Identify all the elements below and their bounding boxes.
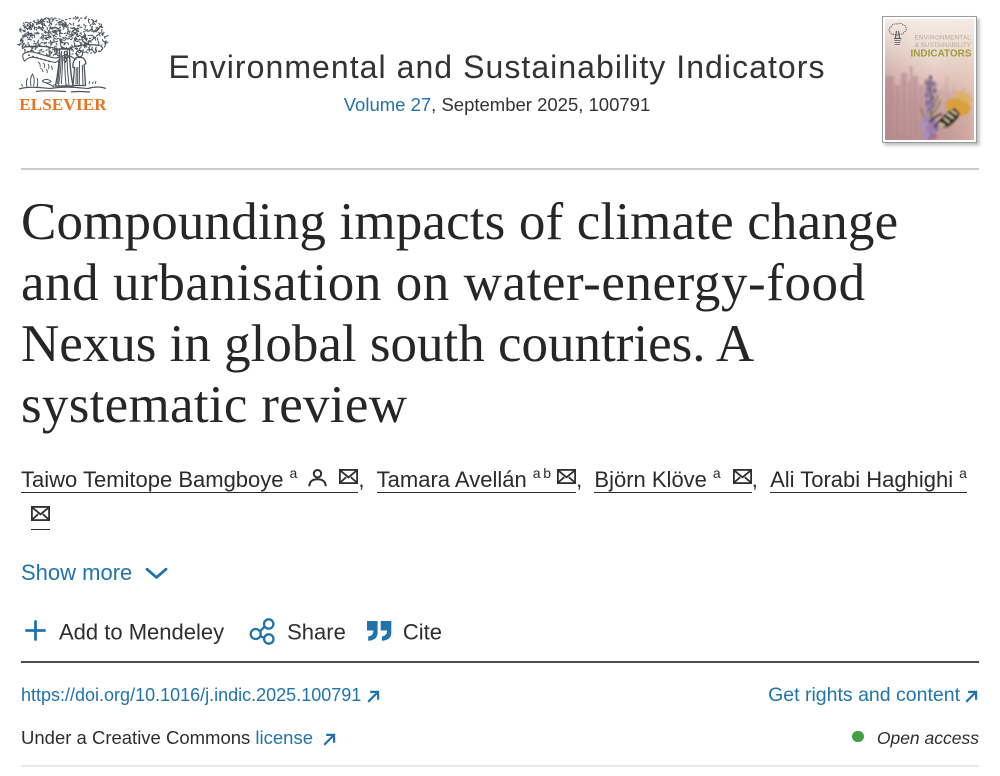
svg-text:& SUSTAINABILITY: & SUSTAINABILITY xyxy=(915,42,972,49)
svg-text:INDICATORS: INDICATORS xyxy=(910,49,971,60)
svg-text:ENVIRONMENTAL: ENVIRONMENTAL xyxy=(915,35,972,42)
